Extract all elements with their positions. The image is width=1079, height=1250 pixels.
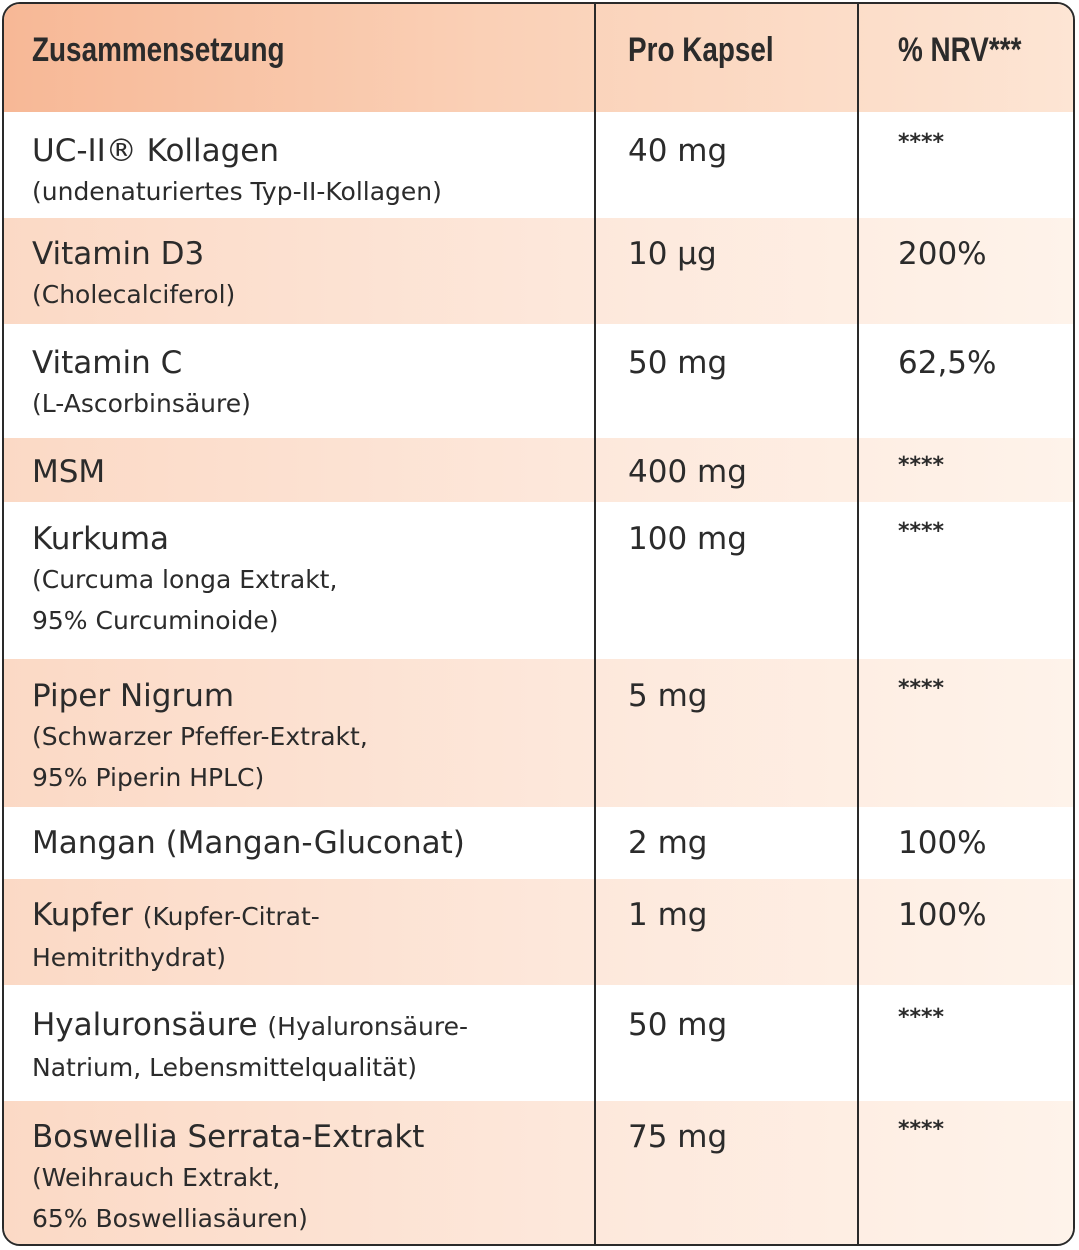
amount-value: 50 mg <box>628 345 728 381</box>
ingredient-name: Hyaluronsäure <box>32 1007 258 1043</box>
table-row: Kurkuma (Curcuma longa Extrakt, 95% Curc… <box>4 502 1073 659</box>
ingredient-cell: Piper Nigrum (Schwarzer Pfeffer-Extrakt,… <box>32 676 592 798</box>
nrv-value: 62,5% <box>898 345 997 381</box>
table-row: Kupfer (Kupfer-Citrat- Hemitrithydrat) 1… <box>4 879 1073 985</box>
ingredient-detail: (Cholecalciferol) <box>32 280 236 309</box>
ingredient-name: Mangan (Mangan-Gluconat) <box>32 825 465 861</box>
table-row: Boswellia Serrata-Extrakt (Weihrauch Ext… <box>4 1101 1073 1244</box>
ingredient-detail: (Curcuma longa Extrakt, <box>32 565 338 594</box>
table-row: Vitamin C (L-Ascorbinsäure) 50 mg 62,5% <box>4 324 1073 438</box>
nrv-value: 200% <box>898 236 987 272</box>
ingredient-cell: Kupfer (Kupfer-Citrat- Hemitrithydrat) <box>32 895 592 978</box>
ingredient-cell: Boswellia Serrata-Extrakt (Weihrauch Ext… <box>32 1117 592 1239</box>
header-composition: Zusammensetzung <box>32 31 285 69</box>
header-per-capsule: Pro Kapsel <box>628 31 774 69</box>
ingredient-detail: 65% Boswelliasäuren) <box>32 1204 308 1233</box>
ingredient-cell: Mangan (Mangan-Gluconat) <box>32 823 592 863</box>
ingredient-detail: (Kupfer-Citrat- <box>142 902 320 931</box>
ingredient-detail: Natrium, Lebensmittelqualität) <box>32 1053 417 1082</box>
ingredient-detail: (Weihrauch Extrakt, <box>32 1163 281 1192</box>
table-header: Zusammensetzung Pro Kapsel % NRV*** <box>4 4 1073 112</box>
table-row: Mangan (Mangan-Gluconat) 2 mg 100% <box>4 807 1073 879</box>
table-row: UC-II® Kollagen (undenaturiertes Typ-II-… <box>4 112 1073 218</box>
table-row: Vitamin D3 (Cholecalciferol) 10 µg 200% <box>4 218 1073 324</box>
ingredient-detail: Hemitrithydrat) <box>32 943 226 972</box>
amount-value: 50 mg <box>628 1007 728 1043</box>
ingredient-cell: UC-II® Kollagen (undenaturiertes Typ-II-… <box>32 131 592 212</box>
column-divider <box>857 4 859 1244</box>
ingredient-detail: (L-Ascorbinsäure) <box>32 389 251 418</box>
amount-value: 2 mg <box>628 825 708 861</box>
nrv-value: **** <box>898 676 945 701</box>
ingredient-detail: 95% Piperin HPLC) <box>32 763 265 792</box>
amount-value: 100 mg <box>628 521 747 557</box>
table-row: Hyaluronsäure (Hyaluronsäure- Natrium, L… <box>4 985 1073 1101</box>
amount-value: 75 mg <box>628 1119 728 1155</box>
ingredient-name: Vitamin D3 <box>32 236 205 272</box>
amount-value: 40 mg <box>628 133 728 169</box>
ingredient-cell: Vitamin C (L-Ascorbinsäure) <box>32 343 592 424</box>
nrv-value: **** <box>898 1005 945 1030</box>
nrv-value: **** <box>898 130 945 155</box>
nrv-value: **** <box>898 519 945 544</box>
amount-value: 10 µg <box>628 236 717 272</box>
ingredient-detail: (Hyaluronsäure- <box>267 1012 469 1041</box>
ingredient-name: Piper Nigrum <box>32 678 235 714</box>
ingredient-cell: Kurkuma (Curcuma longa Extrakt, 95% Curc… <box>32 519 592 641</box>
ingredient-detail: (undenaturiertes Typ-II-Kollagen) <box>32 177 442 206</box>
header-nrv: % NRV*** <box>898 31 1022 69</box>
ingredient-name: Vitamin C <box>32 345 183 381</box>
ingredient-name: Boswellia Serrata-Extrakt <box>32 1119 425 1155</box>
amount-value: 1 mg <box>628 897 708 933</box>
amount-value: 5 mg <box>628 678 708 714</box>
nrv-value: 100% <box>898 825 987 861</box>
table-row: MSM 400 mg **** <box>4 438 1073 502</box>
amount-value: 400 mg <box>628 454 747 490</box>
table-row: Piper Nigrum (Schwarzer Pfeffer-Extrakt,… <box>4 659 1073 807</box>
ingredient-name: UC-II® Kollagen <box>32 133 280 169</box>
nrv-value: **** <box>898 453 945 478</box>
column-divider <box>594 4 596 1244</box>
nrv-value: 100% <box>898 897 987 933</box>
ingredient-name: Kurkuma <box>32 521 170 557</box>
ingredient-detail: (Schwarzer Pfeffer-Extrakt, <box>32 722 368 751</box>
ingredient-cell: Vitamin D3 (Cholecalciferol) <box>32 234 592 315</box>
ingredient-cell: Hyaluronsäure (Hyaluronsäure- Natrium, L… <box>32 1005 592 1088</box>
ingredient-name: Kupfer <box>32 897 133 933</box>
nrv-value: **** <box>898 1117 945 1142</box>
ingredient-name: MSM <box>32 454 106 490</box>
ingredient-cell: MSM <box>32 452 592 492</box>
ingredient-name-line: Kupfer (Kupfer-Citrat- <box>32 895 592 937</box>
ingredient-detail: 95% Curcuminoide) <box>32 606 279 635</box>
ingredient-name-line: Hyaluronsäure (Hyaluronsäure- <box>32 1005 592 1047</box>
